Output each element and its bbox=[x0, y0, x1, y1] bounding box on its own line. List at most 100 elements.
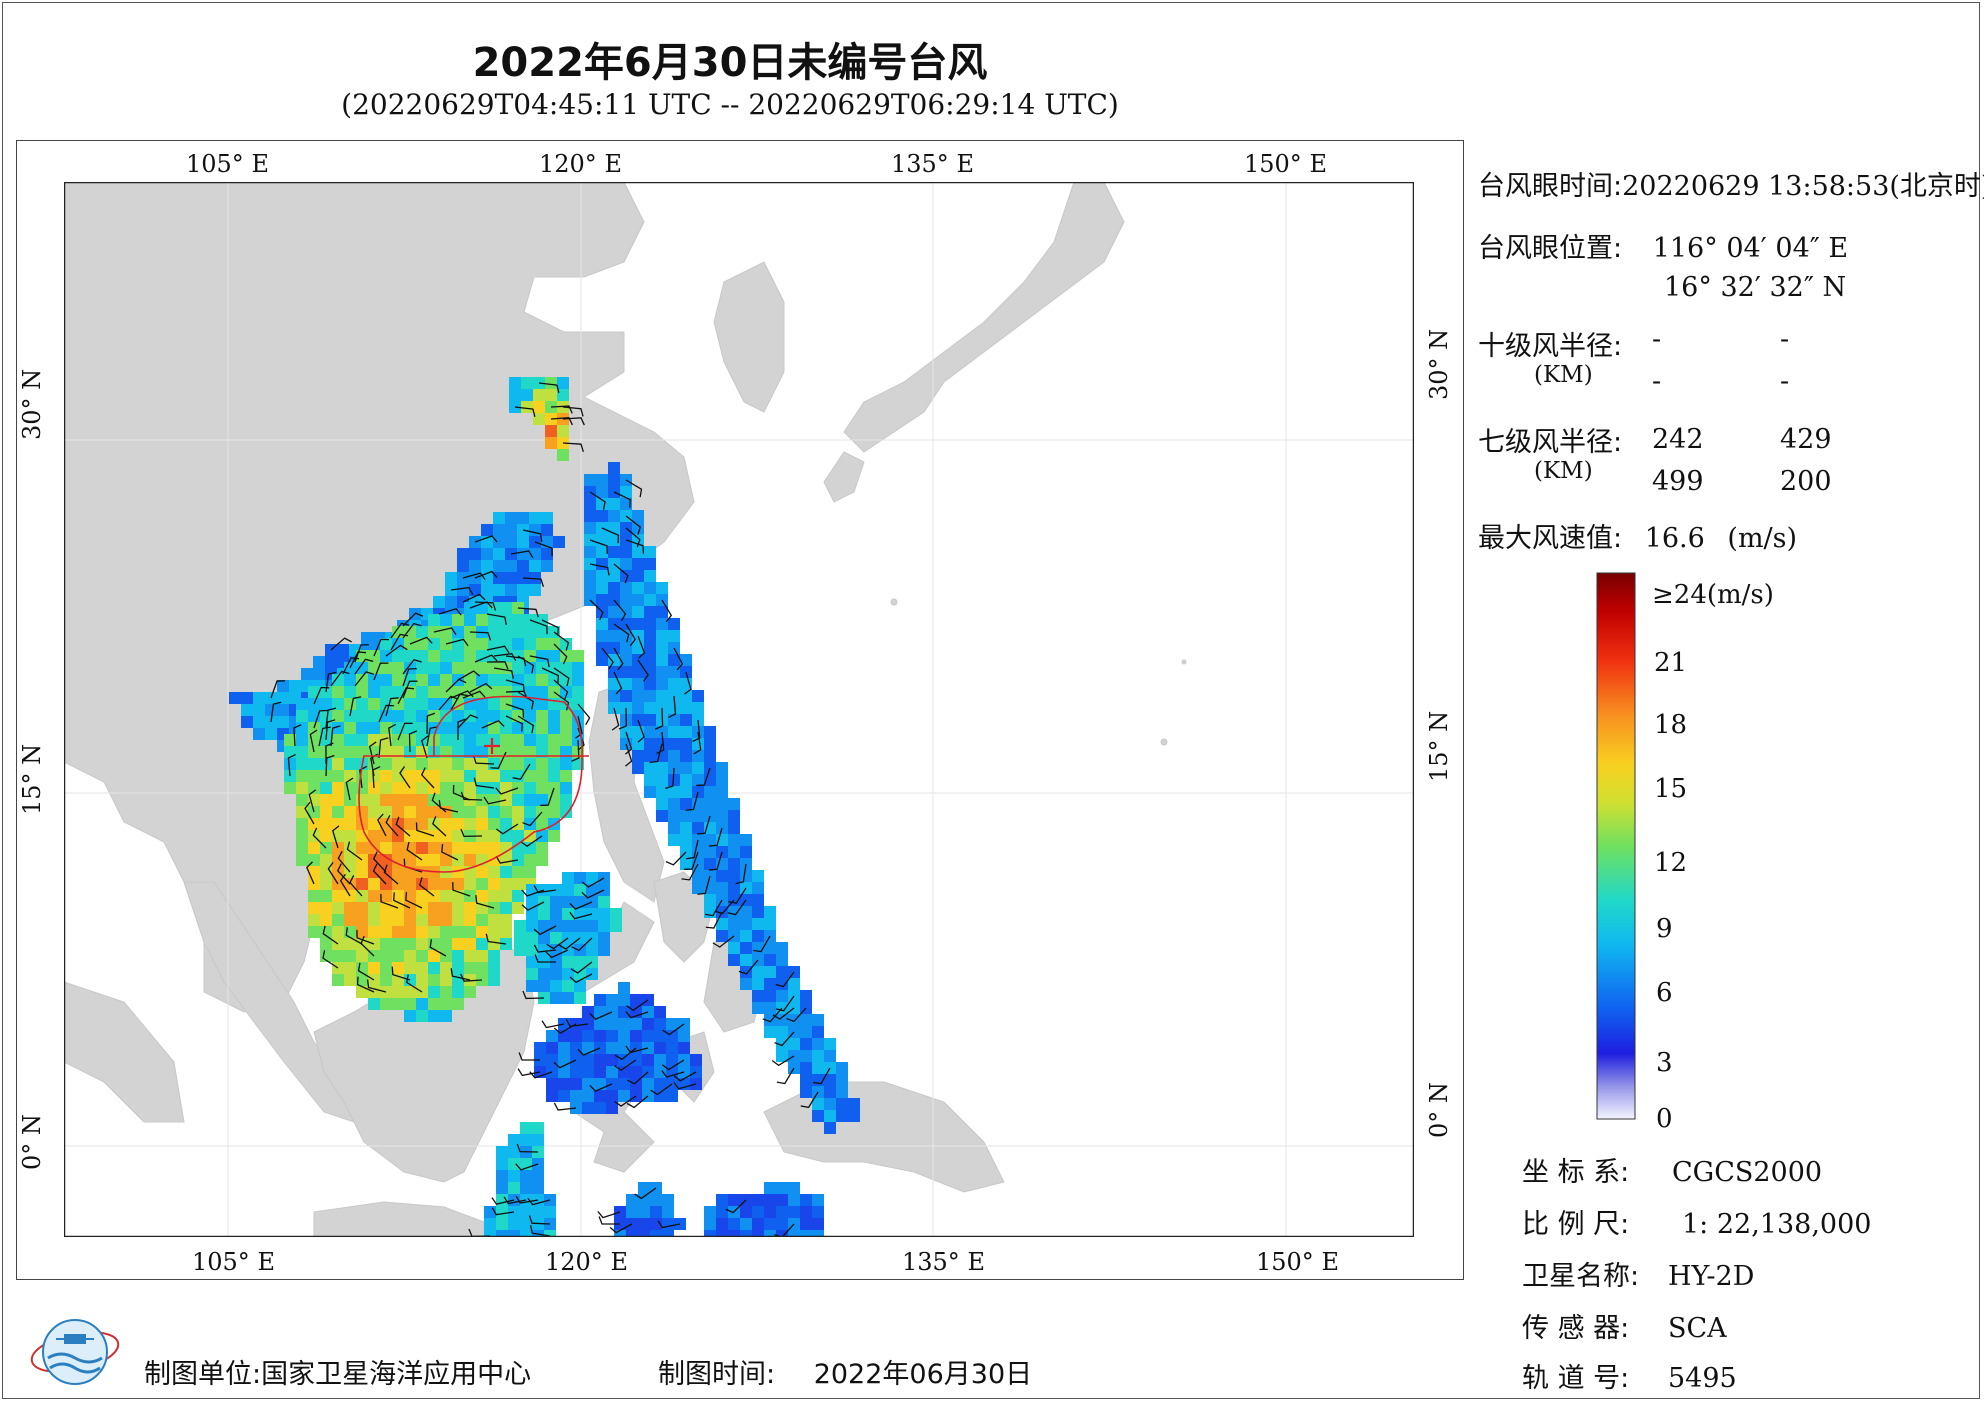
typhoon-wind-map[interactable] bbox=[64, 182, 1414, 1237]
swath-cell bbox=[764, 1182, 776, 1194]
swath-cell bbox=[558, 1066, 570, 1078]
swath-cell bbox=[428, 614, 440, 626]
wind-barb bbox=[438, 800, 459, 813]
swath-cell bbox=[536, 638, 548, 650]
swath-cell bbox=[716, 798, 728, 810]
swath-cell bbox=[428, 926, 440, 938]
swath-cell bbox=[644, 582, 656, 594]
wind-barb bbox=[518, 1052, 541, 1061]
wind-barb bbox=[483, 796, 507, 805]
swath-cell bbox=[666, 1018, 678, 1030]
swath-cell bbox=[642, 1054, 654, 1066]
swath-cell bbox=[368, 734, 380, 746]
swath-cell bbox=[533, 401, 545, 413]
swath-cell bbox=[764, 1026, 776, 1038]
wind-barb bbox=[657, 1220, 681, 1229]
swath-cell bbox=[488, 950, 500, 962]
swath-cell bbox=[512, 866, 524, 878]
wind-barb bbox=[521, 901, 545, 911]
wind-barb bbox=[553, 1102, 577, 1111]
swath-cell bbox=[740, 870, 752, 882]
wind-barb bbox=[385, 644, 408, 657]
tick-lon-bottom-150: 150° E bbox=[1256, 1248, 1339, 1276]
swath-cell bbox=[392, 794, 404, 806]
wind-barb bbox=[613, 623, 630, 643]
swath-cell bbox=[428, 842, 440, 854]
swath-cell bbox=[508, 1230, 520, 1237]
swath-cell bbox=[505, 560, 517, 572]
swath-cell bbox=[440, 938, 452, 950]
swath-cell bbox=[606, 1066, 618, 1078]
swath-cell bbox=[704, 750, 716, 762]
r10-value-se: - bbox=[1780, 324, 1790, 355]
swath-cell bbox=[668, 654, 680, 666]
orbit-value: 5495 bbox=[1668, 1363, 1737, 1394]
swath-cell bbox=[428, 710, 440, 722]
swath-cell bbox=[392, 950, 404, 962]
swath-cell bbox=[416, 962, 428, 974]
swath-cell bbox=[632, 618, 644, 630]
wind-barb bbox=[377, 813, 387, 837]
swath-cell bbox=[344, 686, 356, 698]
wind-barb bbox=[354, 658, 374, 675]
swath-cell bbox=[464, 806, 476, 818]
swath-cell bbox=[740, 978, 752, 990]
swath-cell bbox=[476, 674, 488, 686]
swath-cell bbox=[800, 1038, 812, 1050]
wind-barb bbox=[372, 863, 387, 885]
swath-cell bbox=[380, 818, 392, 830]
swath-cell bbox=[512, 890, 524, 902]
swath-cell bbox=[476, 806, 488, 818]
swath-cell bbox=[654, 1006, 666, 1018]
wind-barb bbox=[709, 851, 723, 871]
swath-cell bbox=[656, 798, 668, 810]
swath-cell bbox=[488, 770, 500, 782]
swath-cell bbox=[452, 794, 464, 806]
swath-cell bbox=[650, 1230, 662, 1237]
wind-barb bbox=[325, 671, 337, 693]
swath-cell bbox=[428, 650, 440, 662]
swath-cell bbox=[265, 728, 277, 740]
wind-barb bbox=[354, 671, 374, 687]
swath-cell bbox=[368, 698, 380, 710]
r10-value-ne: - bbox=[1652, 324, 1662, 355]
wind-barb bbox=[486, 645, 510, 654]
wind-barb bbox=[517, 715, 535, 734]
swath-cell bbox=[560, 674, 572, 686]
swath-cell bbox=[524, 686, 536, 698]
swath-cell bbox=[536, 722, 548, 734]
swath-cell bbox=[596, 546, 608, 558]
swath-cell bbox=[476, 818, 488, 830]
swath-cell bbox=[296, 794, 308, 806]
swath-cell bbox=[392, 938, 404, 950]
swath-cell bbox=[620, 486, 632, 498]
swath-cell bbox=[512, 806, 524, 818]
swath-cell bbox=[776, 1218, 788, 1230]
swath-cell bbox=[469, 560, 481, 572]
wind-barb bbox=[553, 691, 570, 711]
wind-barb bbox=[474, 601, 497, 611]
swath-cell bbox=[392, 650, 404, 662]
wind-barb bbox=[661, 599, 673, 623]
wind-barb bbox=[565, 1019, 589, 1028]
swath-cell bbox=[562, 968, 574, 980]
swath-cell bbox=[344, 782, 356, 794]
swath-cell bbox=[452, 878, 464, 890]
wind-barb bbox=[309, 729, 318, 753]
swath-cell bbox=[740, 954, 752, 966]
swath-cell bbox=[752, 1230, 764, 1237]
swath-cell bbox=[610, 908, 622, 920]
swath-cell bbox=[308, 770, 320, 782]
wind-barb bbox=[304, 801, 315, 825]
wind-barb bbox=[786, 1007, 807, 1023]
swath-cell bbox=[608, 570, 620, 582]
swath-cell bbox=[416, 626, 428, 638]
swath-cell bbox=[800, 1206, 812, 1218]
swath-cell bbox=[416, 842, 428, 854]
swath-cell bbox=[548, 758, 560, 770]
swath-cell bbox=[680, 750, 692, 762]
swath-cell bbox=[560, 734, 572, 746]
wind-barb bbox=[613, 563, 629, 584]
swath-cell bbox=[308, 686, 320, 698]
swath-cell bbox=[496, 1146, 508, 1158]
